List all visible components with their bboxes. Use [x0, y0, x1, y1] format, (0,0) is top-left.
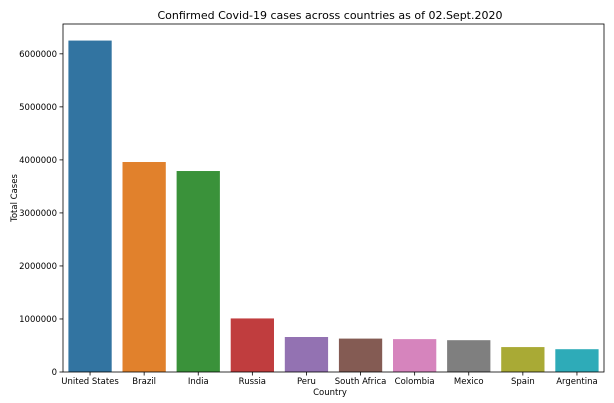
x-axis-ticks: United States Brazil India Russia Peru South …	[61, 372, 598, 387]
x-tick-label-south-africa: South Africa	[335, 377, 387, 387]
y-tick-label-5: 5000000	[19, 103, 57, 113]
x-tick-label-colombia: Colombia	[395, 377, 435, 387]
x-axis-label: Country	[313, 388, 347, 398]
bar-india	[176, 171, 220, 372]
y-axis-label: Total Cases	[10, 174, 20, 223]
bar-colombia	[393, 339, 437, 372]
y-axis-ticks: 0 1000000 2000000 3000000 4000000 5000000 6000…	[19, 50, 63, 378]
bar-south-africa	[338, 338, 383, 372]
y-tick-label-1: 1000000	[19, 315, 57, 325]
bar-mexico	[447, 340, 491, 372]
y-tick-label-2: 2000000	[19, 262, 57, 272]
bar-russia	[230, 318, 274, 372]
x-tick-label-india: India	[188, 377, 209, 387]
y-tick-label-0: 0	[52, 368, 57, 378]
chart-title: Confirmed Covid-19 cases across countrie…	[157, 9, 502, 22]
bar-argentina	[555, 349, 599, 372]
x-tick-label-united-states: United States	[61, 377, 119, 387]
x-tick-label-argentina: Argentina	[556, 377, 597, 387]
x-tick-label-spain: Spain	[511, 377, 535, 387]
bar-peru	[284, 337, 329, 372]
bar-spain	[501, 347, 545, 372]
bar-united-states	[68, 40, 112, 372]
bars-group	[68, 40, 599, 372]
x-tick-label-russia: Russia	[239, 377, 266, 387]
x-tick-label-brazil: Brazil	[132, 377, 156, 387]
bar-brazil	[122, 162, 166, 372]
y-tick-label-3: 3000000	[19, 209, 57, 219]
plot-frame	[62, 23, 605, 373]
y-tick-label-4: 4000000	[19, 156, 57, 166]
x-tick-label-mexico: Mexico	[454, 377, 484, 387]
x-tick-label-peru: Peru	[297, 377, 316, 387]
y-tick-label-6: 6000000	[19, 50, 57, 60]
